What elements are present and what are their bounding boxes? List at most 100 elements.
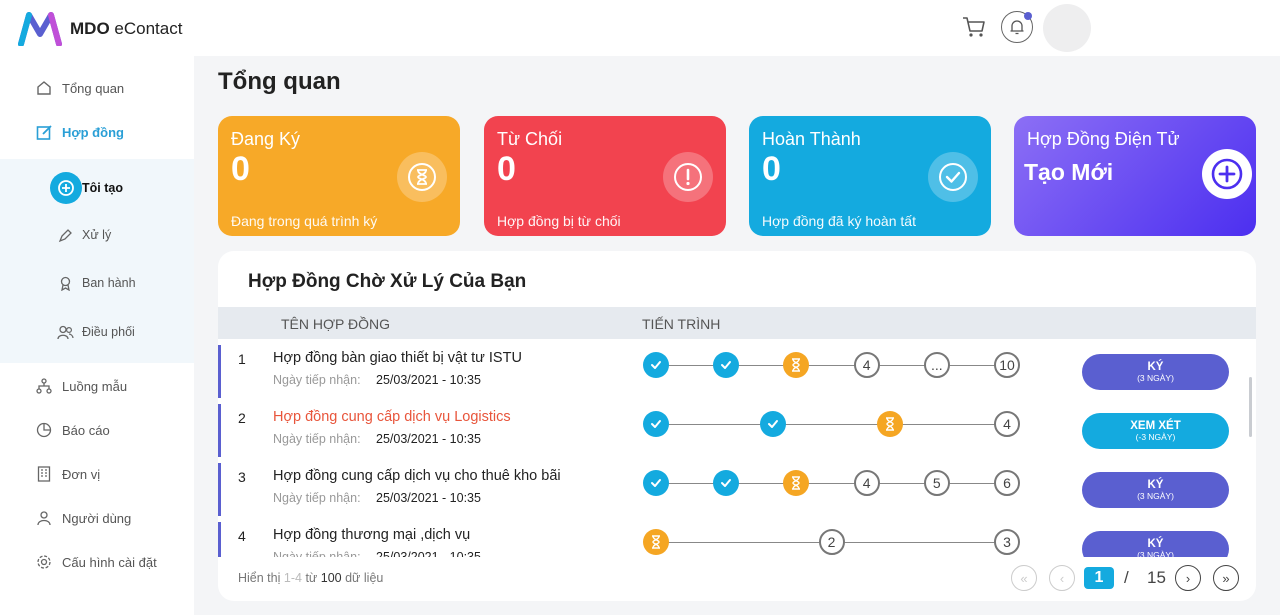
progress-line	[656, 365, 1007, 366]
contract-action-button[interactable]: KÝ (3 NGÀY)	[1082, 472, 1229, 508]
submenu-item-created-by-me[interactable]: Tôi tạo	[50, 172, 123, 204]
double-chevron-left-icon: «	[1020, 570, 1028, 586]
step-todo: 6	[994, 470, 1020, 496]
pagination-info: Hiển thị 1-4 từ 100 dữ liệu	[238, 571, 383, 585]
page-separator: /	[1124, 568, 1129, 587]
info-prefix: Hiển thị	[238, 571, 281, 585]
step-done-check-icon	[643, 470, 669, 496]
next-page-button[interactable]: ›	[1175, 565, 1201, 591]
received-date-label: Ngày tiếp nhận:	[273, 491, 361, 505]
step-done-check-icon	[643, 352, 669, 378]
column-header-name: TÊN HỢP ĐỒNG	[281, 316, 390, 332]
edit-icon	[34, 122, 54, 142]
sidebar: MDO eContact Tổng quan Hợp đồng Tôi tạo …	[0, 0, 194, 615]
row-number: 1	[238, 351, 246, 367]
plus-circle-icon[interactable]	[1202, 149, 1252, 199]
prev-page-button[interactable]: ‹	[1049, 565, 1075, 591]
first-page-button[interactable]: «	[1011, 565, 1037, 591]
action-deadline: (3 NGÀY)	[1137, 373, 1174, 383]
bell-icon[interactable]	[1001, 11, 1033, 43]
received-date: 25/03/2021 - 10:35	[376, 491, 481, 505]
sidebar-item-contracts[interactable]: Hợp đồng	[34, 122, 124, 142]
step-todo: ...	[923, 352, 950, 378]
home-icon	[34, 78, 54, 98]
sidebar-item-label: Người dùng	[62, 510, 132, 526]
row-indicator	[218, 404, 221, 457]
alert-icon	[663, 152, 713, 202]
sidebar-item-label: Tổng quan	[62, 80, 125, 96]
step-done-check-icon	[713, 470, 740, 496]
hourglass-icon	[397, 152, 447, 202]
contracts-submenu	[0, 159, 194, 363]
cart-icon[interactable]	[962, 16, 986, 43]
double-chevron-right-icon: »	[1222, 570, 1230, 586]
row-number: 3	[238, 469, 246, 485]
gear-icon	[34, 552, 54, 572]
step-done-check-icon	[760, 411, 786, 437]
action-deadline: (-3 NGÀY)	[1135, 432, 1176, 442]
table-header: TÊN HỢP ĐỒNG TIẾN TRÌNH	[218, 307, 1256, 339]
sidebar-item-overview[interactable]: Tổng quan	[34, 78, 124, 98]
check-circle-icon	[928, 152, 978, 202]
column-header-progress: TIẾN TRÌNH	[642, 316, 721, 332]
sidebar-item-users[interactable]: Người dùng	[34, 508, 131, 528]
step-todo: 2	[818, 529, 845, 555]
row-indicator	[218, 522, 221, 557]
contract-action-button[interactable]: KÝ (3 NGÀY)	[1082, 354, 1229, 390]
step-pending-hourglass-icon	[783, 470, 810, 496]
submenu-item-issue[interactable]: Ban hành	[56, 274, 136, 292]
step-todo: 10	[994, 352, 1020, 378]
sidebar-item-label: Báo cáo	[62, 422, 110, 438]
row-number: 2	[238, 410, 246, 426]
step-todo: 5	[923, 470, 950, 496]
contract-name[interactable]: Hợp đồng cung cấp dịch vụ Logistics	[273, 409, 511, 425]
submenu-item-coordinate[interactable]: Điều phối	[56, 323, 135, 341]
card-subtitle: Đang trong quá trình ký	[231, 213, 378, 229]
notification-dot	[1024, 12, 1032, 20]
user-icon	[34, 508, 54, 528]
card-title: Đang Ký	[231, 129, 301, 149]
sidebar-item-workflow[interactable]: Luồng mẫu	[34, 376, 127, 396]
card-signing[interactable]: Đang Ký 0 Đang trong quá trình ký	[218, 116, 460, 236]
step-todo: 4	[853, 352, 880, 378]
step-todo: 4	[994, 411, 1020, 437]
sidebar-item-settings[interactable]: Cấu hình cài đặt	[34, 552, 157, 572]
received-date: 25/03/2021 - 10:35	[376, 432, 481, 446]
top-bar	[194, 0, 1280, 56]
sidebar-item-units[interactable]: Đơn vị	[34, 464, 100, 484]
card-completed[interactable]: Hoàn Thành 0 Hợp đồng đã ký hoàn tất	[749, 116, 991, 236]
card-rejected[interactable]: Từ Chối 0 Hợp đồng bị từ chối	[484, 116, 726, 236]
table-row[interactable]: 4 Hợp đồng thương mại ,dịch vụ Ngày tiếp n…	[218, 516, 1256, 557]
info-range: 1-4	[283, 571, 302, 585]
current-page[interactable]: 1	[1084, 567, 1114, 589]
submenu-item-process[interactable]: Xử lý	[56, 226, 111, 244]
table-body: 1 Hợp đồng bàn giao thiết bị vật tư ISTU N…	[218, 339, 1256, 557]
step-done-check-icon	[713, 352, 740, 378]
card-title: Từ Chối	[497, 129, 563, 149]
contract-name[interactable]: Hợp đồng thương mại ,dịch vụ	[273, 527, 471, 543]
table-row[interactable]: 3 Hợp đồng cung cấp dịch vụ cho thuê kho …	[218, 457, 1256, 516]
last-page-button[interactable]: »	[1213, 565, 1239, 591]
contract-name[interactable]: Hợp đồng bàn giao thiết bị vật tư ISTU	[273, 350, 522, 366]
table-row[interactable]: 1 Hợp đồng bàn giao thiết bị vật tư ISTU N…	[218, 339, 1256, 398]
contract-action-button[interactable]: KÝ (3 NGÀY)	[1082, 531, 1229, 557]
received-date-label: Ngày tiếp nhận:	[273, 432, 361, 446]
card-create-new[interactable]: Hợp Đồng Điện Tử Tạo Mới	[1014, 116, 1256, 236]
contract-action-button[interactable]: XEM XÉT (-3 NGÀY)	[1082, 413, 1229, 449]
contract-name[interactable]: Hợp đồng cung cấp dịch vụ cho thuê kho b…	[273, 468, 561, 484]
table-row[interactable]: 2 Hợp đồng cung cấp dịch vụ Logistics Ngày…	[218, 398, 1256, 457]
sidebar-item-reports[interactable]: Báo cáo	[34, 420, 110, 440]
avatar[interactable]	[1043, 4, 1091, 52]
users-icon	[56, 323, 74, 341]
step-pending-hourglass-icon	[643, 529, 669, 555]
row-indicator	[218, 463, 221, 516]
info-suffix: dữ liệu	[345, 571, 384, 585]
scrollbar[interactable]	[1249, 377, 1252, 437]
card-subtitle: Hợp đồng đã ký hoàn tất	[762, 213, 916, 229]
award-icon	[56, 274, 74, 292]
row-number: 4	[238, 528, 246, 544]
step-todo: 3	[994, 529, 1020, 555]
panel-title: Hợp Đồng Chờ Xử Lý Của Bạn	[248, 271, 527, 292]
logo[interactable]: MDO eContact	[18, 12, 182, 46]
row-indicator	[218, 345, 221, 398]
